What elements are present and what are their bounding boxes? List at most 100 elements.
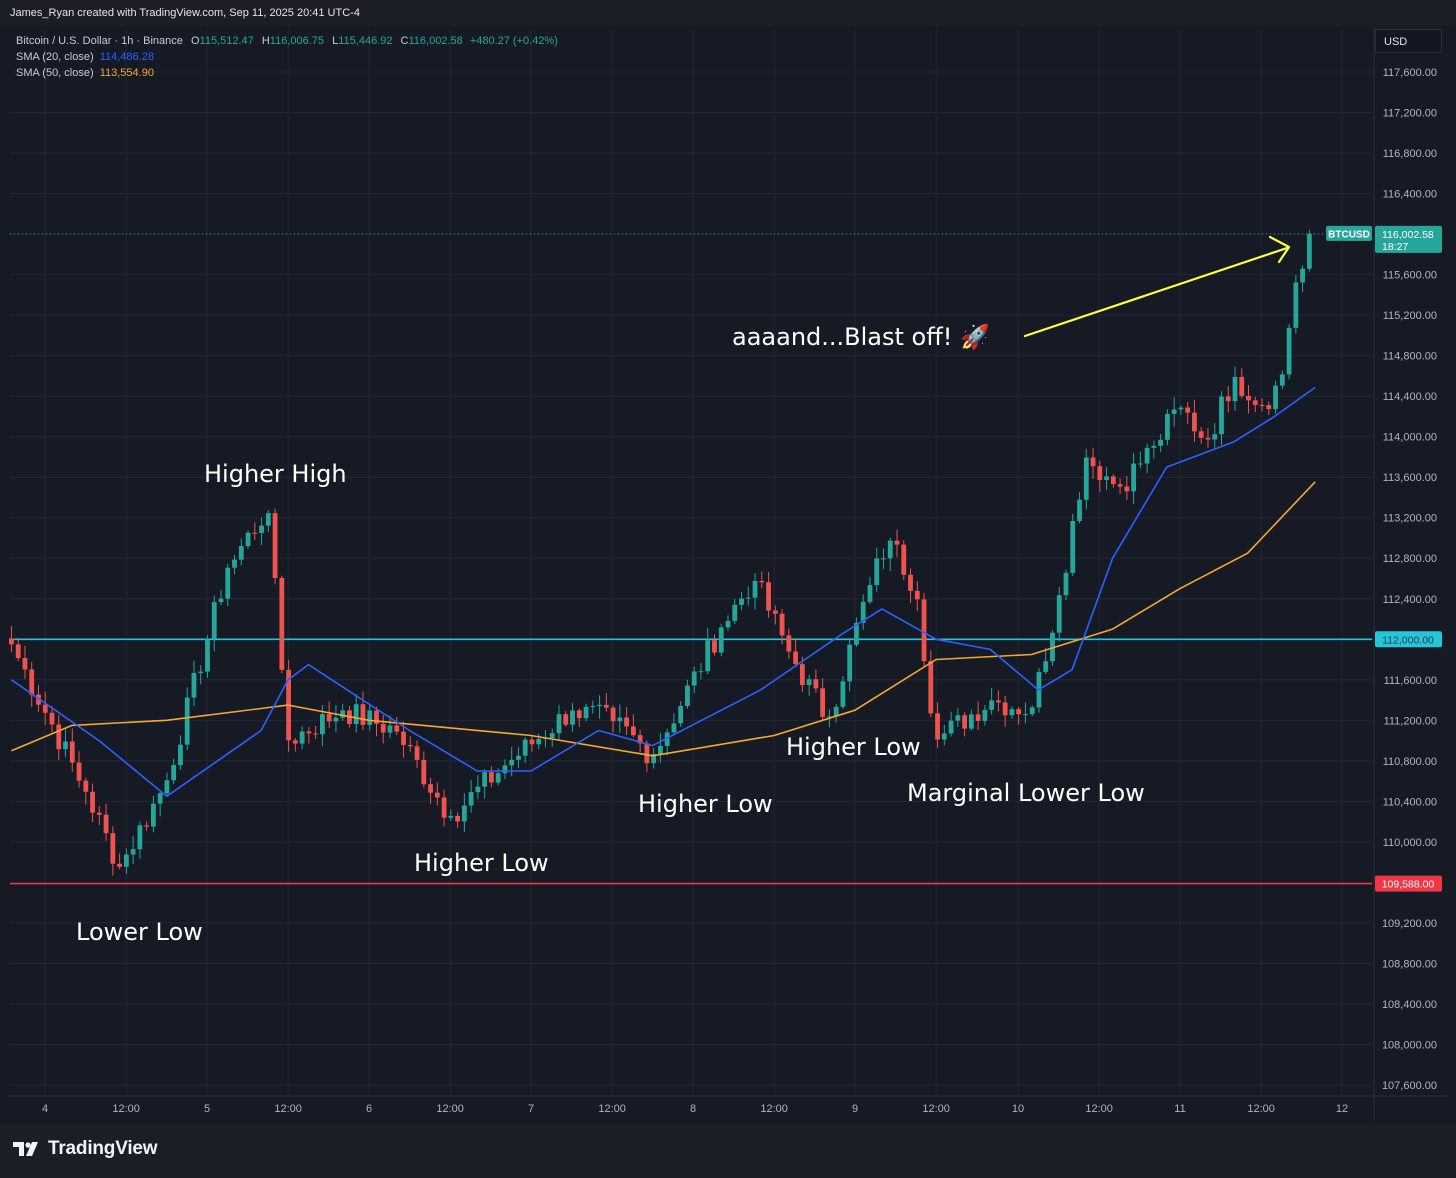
candle[interactable] xyxy=(1083,449,1089,510)
candle[interactable] xyxy=(259,517,264,545)
candle[interactable] xyxy=(786,628,792,659)
candle[interactable] xyxy=(69,728,75,772)
candle[interactable] xyxy=(671,713,677,735)
candle[interactable] xyxy=(421,751,427,788)
candle[interactable] xyxy=(455,812,460,828)
candle[interactable] xyxy=(1016,707,1022,725)
candle[interactable] xyxy=(935,702,940,748)
sma50-line[interactable] xyxy=(11,481,1316,757)
candle[interactable] xyxy=(353,694,359,733)
candle[interactable] xyxy=(1205,427,1211,448)
candle[interactable] xyxy=(1009,706,1015,719)
candle[interactable] xyxy=(306,726,312,744)
candle[interactable] xyxy=(313,725,319,739)
candle[interactable] xyxy=(894,529,900,558)
candle[interactable] xyxy=(326,701,332,728)
candle[interactable] xyxy=(691,666,697,694)
candle[interactable] xyxy=(1259,397,1265,412)
candle[interactable] xyxy=(475,775,481,800)
candle[interactable] xyxy=(1273,380,1278,414)
candle[interactable] xyxy=(779,608,785,645)
candle[interactable] xyxy=(1104,466,1109,490)
candle[interactable] xyxy=(529,735,535,752)
candle[interactable] xyxy=(279,575,285,674)
candle[interactable] xyxy=(948,711,954,737)
legend-sma20-row[interactable]: SMA (20, close) 114,486.28 xyxy=(16,49,558,65)
candle[interactable] xyxy=(968,709,974,731)
candle[interactable] xyxy=(401,721,406,758)
candle[interactable] xyxy=(434,782,440,806)
candle[interactable] xyxy=(468,779,474,813)
candle[interactable] xyxy=(144,821,150,831)
candle[interactable] xyxy=(96,806,102,826)
candle[interactable] xyxy=(664,728,670,756)
candle[interactable] xyxy=(252,522,258,541)
candle[interactable] xyxy=(820,678,826,720)
candle[interactable] xyxy=(718,623,724,657)
candle[interactable] xyxy=(1023,702,1028,724)
candle[interactable] xyxy=(590,700,596,714)
candle[interactable] xyxy=(739,591,744,611)
candle[interactable] xyxy=(799,656,805,692)
symbol-label[interactable]: Bitcoin / U.S. Dollar · 1h · Binance xyxy=(16,35,183,47)
candle[interactable] xyxy=(117,853,122,870)
candle[interactable] xyxy=(914,581,920,612)
candle[interactable] xyxy=(887,537,893,572)
candle[interactable] xyxy=(42,691,48,725)
candle[interactable] xyxy=(833,704,839,723)
candle[interactable] xyxy=(292,737,298,752)
candle[interactable] xyxy=(630,714,636,738)
candle[interactable] xyxy=(1165,409,1170,446)
candle[interactable] xyxy=(441,789,447,827)
candle[interactable] xyxy=(570,702,575,732)
candle[interactable] xyxy=(772,605,778,625)
candle[interactable] xyxy=(1063,569,1069,601)
candle[interactable] xyxy=(245,530,251,549)
price-chart[interactable]: 117,600.00 117,200.00 116,800.00 116,400.00… xyxy=(0,0,1456,1124)
candle[interactable] xyxy=(333,705,339,733)
candle[interactable] xyxy=(806,674,812,696)
candle[interactable] xyxy=(1097,460,1103,492)
candle[interactable] xyxy=(759,571,765,589)
candle[interactable] xyxy=(732,599,738,625)
candle[interactable] xyxy=(705,627,711,675)
candle[interactable] xyxy=(265,509,271,533)
candle[interactable] xyxy=(583,703,589,722)
candle[interactable] xyxy=(1117,478,1123,495)
candle[interactable] xyxy=(1056,586,1062,642)
candle[interactable] xyxy=(658,733,663,763)
candle[interactable] xyxy=(1131,452,1136,505)
candle[interactable] xyxy=(1293,274,1299,334)
candle[interactable] xyxy=(157,791,163,817)
candle[interactable] xyxy=(975,701,981,730)
candle[interactable] xyxy=(49,706,55,733)
candle[interactable] xyxy=(1286,323,1292,380)
candle[interactable] xyxy=(461,793,467,832)
candle[interactable] xyxy=(130,836,136,864)
candle[interactable] xyxy=(56,714,62,761)
candle[interactable] xyxy=(1110,474,1116,488)
candle[interactable] xyxy=(394,716,400,736)
candle[interactable] xyxy=(1002,695,1008,727)
blast-off-arrow[interactable] xyxy=(1023,235,1291,338)
candle[interactable] xyxy=(563,711,569,727)
candle[interactable] xyxy=(685,679,690,709)
candle[interactable] xyxy=(9,626,14,653)
candle[interactable] xyxy=(603,693,609,712)
candle[interactable] xyxy=(921,592,927,668)
candle[interactable] xyxy=(597,695,602,719)
candle[interactable] xyxy=(712,634,717,656)
candle[interactable] xyxy=(1219,391,1224,446)
candle[interactable] xyxy=(151,795,156,833)
legend-sma50-row[interactable]: SMA (50, close) 113,554.90 xyxy=(16,65,558,81)
candle[interactable] xyxy=(1239,368,1245,399)
candle[interactable] xyxy=(1300,265,1305,293)
candle[interactable] xyxy=(211,595,217,652)
candle[interactable] xyxy=(725,615,731,631)
sma20-line[interactable] xyxy=(10,386,1316,798)
candle[interactable] xyxy=(123,848,129,874)
candle[interactable] xyxy=(1158,434,1164,453)
candle[interactable] xyxy=(1077,492,1082,524)
candle[interactable] xyxy=(745,586,751,606)
candle[interactable] xyxy=(1151,440,1157,459)
